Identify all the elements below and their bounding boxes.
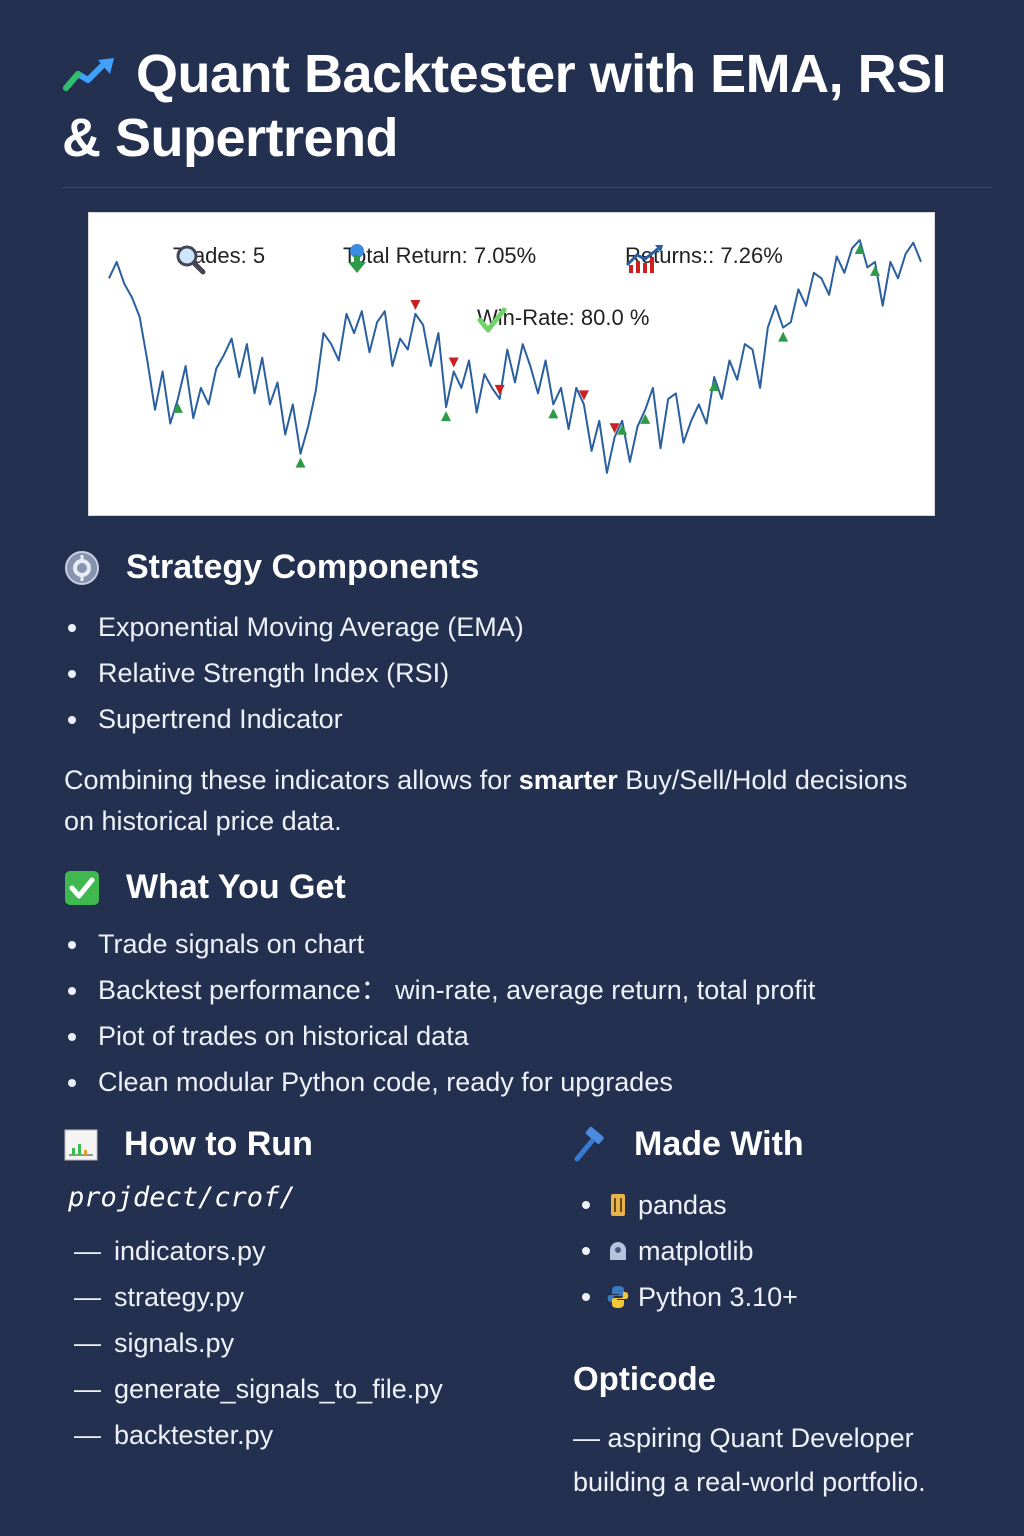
author-tagline: — aspiring Quant Developer building a re… [573,1423,926,1497]
list-item: Python 3.10+ [578,1274,798,1320]
list-item: Piot of trades on historical data [64,1013,815,1059]
file-item: — strategy.py [74,1282,245,1312]
components-list: Exponential Moving Average (EMA) Relativ… [64,604,524,742]
pandas-icon [611,1194,625,1216]
how-to-run-title: How to Run [124,1125,313,1163]
buy-signal-marker [854,243,865,254]
check-mark-icon [477,307,507,333]
list-item: Backtest performance： win-rate, average … [64,967,815,1013]
hammer-icon [574,1126,604,1161]
description-text-2: Buy/Sell/Hold decisions on historical pr… [64,765,908,836]
list-item: Supertrend Indicator [64,696,524,742]
gear-icon [65,550,99,585]
magnifier-icon [176,245,206,275]
file-item: — indicators.py [74,1236,266,1266]
how-to-run-heading: How to Run [64,1125,313,1164]
list-item: Trade signals on chart [64,921,815,967]
total-return-stat: Total Return: 7.05% [343,243,537,273]
what-you-get-list: Trade signals on chart Backtest performa… [64,921,815,1105]
returns-stat: Returns:: 7.26% [625,243,783,273]
pin-down-arrow-icon [348,244,366,273]
buy-signal-marker [709,380,720,391]
page-title-text: Quant Backtester with EMA, RSI & Supertr… [62,44,947,168]
sell-signal-marker [494,384,505,395]
file-item: — signals.py [74,1328,235,1358]
made-with-title: Made With [634,1125,804,1163]
title-divider [62,187,992,188]
buy-signal-marker [441,411,452,422]
buy-signal-marker [548,408,559,419]
chart-increasing-icon [63,58,114,91]
sell-signal-marker [578,390,589,401]
backtest-chart: Trades: 5 Total Return: 7.05% Returns:: … [88,212,935,516]
components-description: Combining these indicators allows for sm… [64,760,944,842]
total-return-label: Total Return: 7.05% [343,243,537,268]
what-you-get-title: What You Get [126,868,346,906]
what-you-get-heading: What You Get [64,868,346,907]
made-with-list: pandas matplotlib Python 3.10+ [578,1182,798,1320]
strategy-components-heading: Strategy Components [64,548,479,587]
chart-document-icon [64,1129,98,1160]
matplotlib-icon [610,1242,626,1260]
list-item: Exponential Moving Average (EMA) [64,604,524,650]
buy-signal-marker [617,424,628,435]
list-item: Relative Strength Index (RSI) [64,650,524,696]
sell-signal-marker [410,299,421,310]
made-with-heading: Made With [572,1125,804,1164]
buy-signal-marker [172,402,183,413]
sell-signal-marker [609,423,620,434]
project-path: projdect/crof/ [68,1182,296,1213]
chart-bars-icon [625,245,663,273]
strategy-components-title: Strategy Components [126,548,480,586]
check-box-icon [65,870,99,905]
author-name: Opticode [573,1360,717,1397]
win-rate-stat: Win-Rate: 80.0 % [477,305,649,333]
list-item: Clean modular Python code, ready for upg… [64,1059,815,1105]
price-chart-svg [108,239,922,474]
list-item: matplotlib [578,1228,798,1274]
buy-signal-marker [640,413,651,424]
file-item: — backtester.py [74,1420,274,1450]
description-text-1: Combining these indicators allows for [64,765,519,795]
list-item: pandas [578,1182,798,1228]
price-line [108,239,922,474]
buy-signal-marker [870,265,881,276]
file-list: — indicators.py — strategy.py — signals.py … [74,1228,443,1458]
file-item: — generate_signals_to_file.py [74,1374,443,1404]
python-icon [607,1286,629,1308]
buy-signal-marker [778,331,789,342]
buy-signal-marker [295,457,306,468]
description-bold: smarter [518,765,618,795]
page-title: Quant Backtester with EMA, RSI & Supertr… [62,42,992,170]
sell-signal-marker [448,357,459,368]
trades-stat: Trades: 5 [173,243,265,275]
